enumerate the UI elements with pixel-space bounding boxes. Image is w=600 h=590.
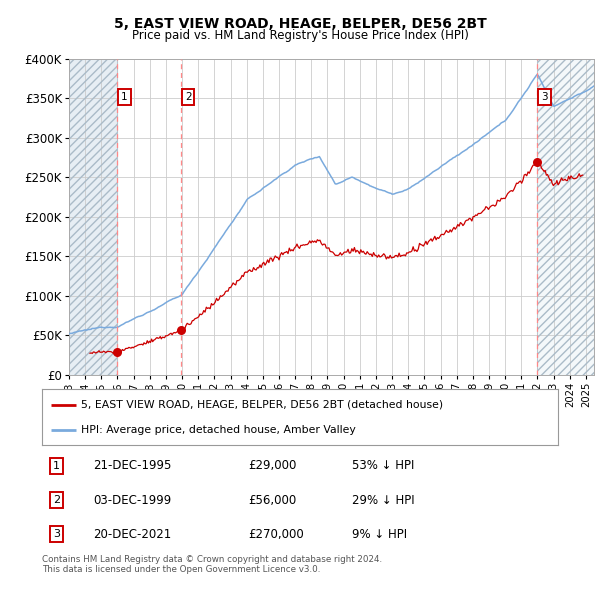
Text: 21-DEC-1995: 21-DEC-1995 [94, 460, 172, 473]
Text: 1: 1 [121, 92, 128, 102]
Text: 3: 3 [53, 529, 60, 539]
Text: 5, EAST VIEW ROAD, HEAGE, BELPER, DE56 2BT: 5, EAST VIEW ROAD, HEAGE, BELPER, DE56 2… [113, 17, 487, 31]
Text: 3: 3 [541, 92, 548, 102]
Text: 03-DEC-1999: 03-DEC-1999 [94, 493, 172, 507]
Text: Contains HM Land Registry data © Crown copyright and database right 2024.
This d: Contains HM Land Registry data © Crown c… [42, 555, 382, 574]
Bar [537, 59, 594, 375]
Bar [69, 59, 117, 375]
Text: 2: 2 [185, 92, 191, 102]
Text: HPI: Average price, detached house, Amber Valley: HPI: Average price, detached house, Ambe… [80, 425, 355, 435]
Text: 5, EAST VIEW ROAD, HEAGE, BELPER, DE56 2BT (detached house): 5, EAST VIEW ROAD, HEAGE, BELPER, DE56 2… [80, 399, 443, 409]
Bar [69, 59, 117, 375]
Text: 53% ↓ HPI: 53% ↓ HPI [352, 460, 414, 473]
Text: 9% ↓ HPI: 9% ↓ HPI [352, 527, 407, 540]
Text: 2: 2 [53, 495, 60, 505]
Text: £56,000: £56,000 [248, 493, 296, 507]
Text: £29,000: £29,000 [248, 460, 297, 473]
Text: £270,000: £270,000 [248, 527, 304, 540]
Text: Price paid vs. HM Land Registry's House Price Index (HPI): Price paid vs. HM Land Registry's House … [131, 29, 469, 42]
Bar [537, 59, 594, 375]
Text: 1: 1 [53, 461, 60, 471]
Text: 20-DEC-2021: 20-DEC-2021 [94, 527, 172, 540]
Text: 29% ↓ HPI: 29% ↓ HPI [352, 493, 414, 507]
